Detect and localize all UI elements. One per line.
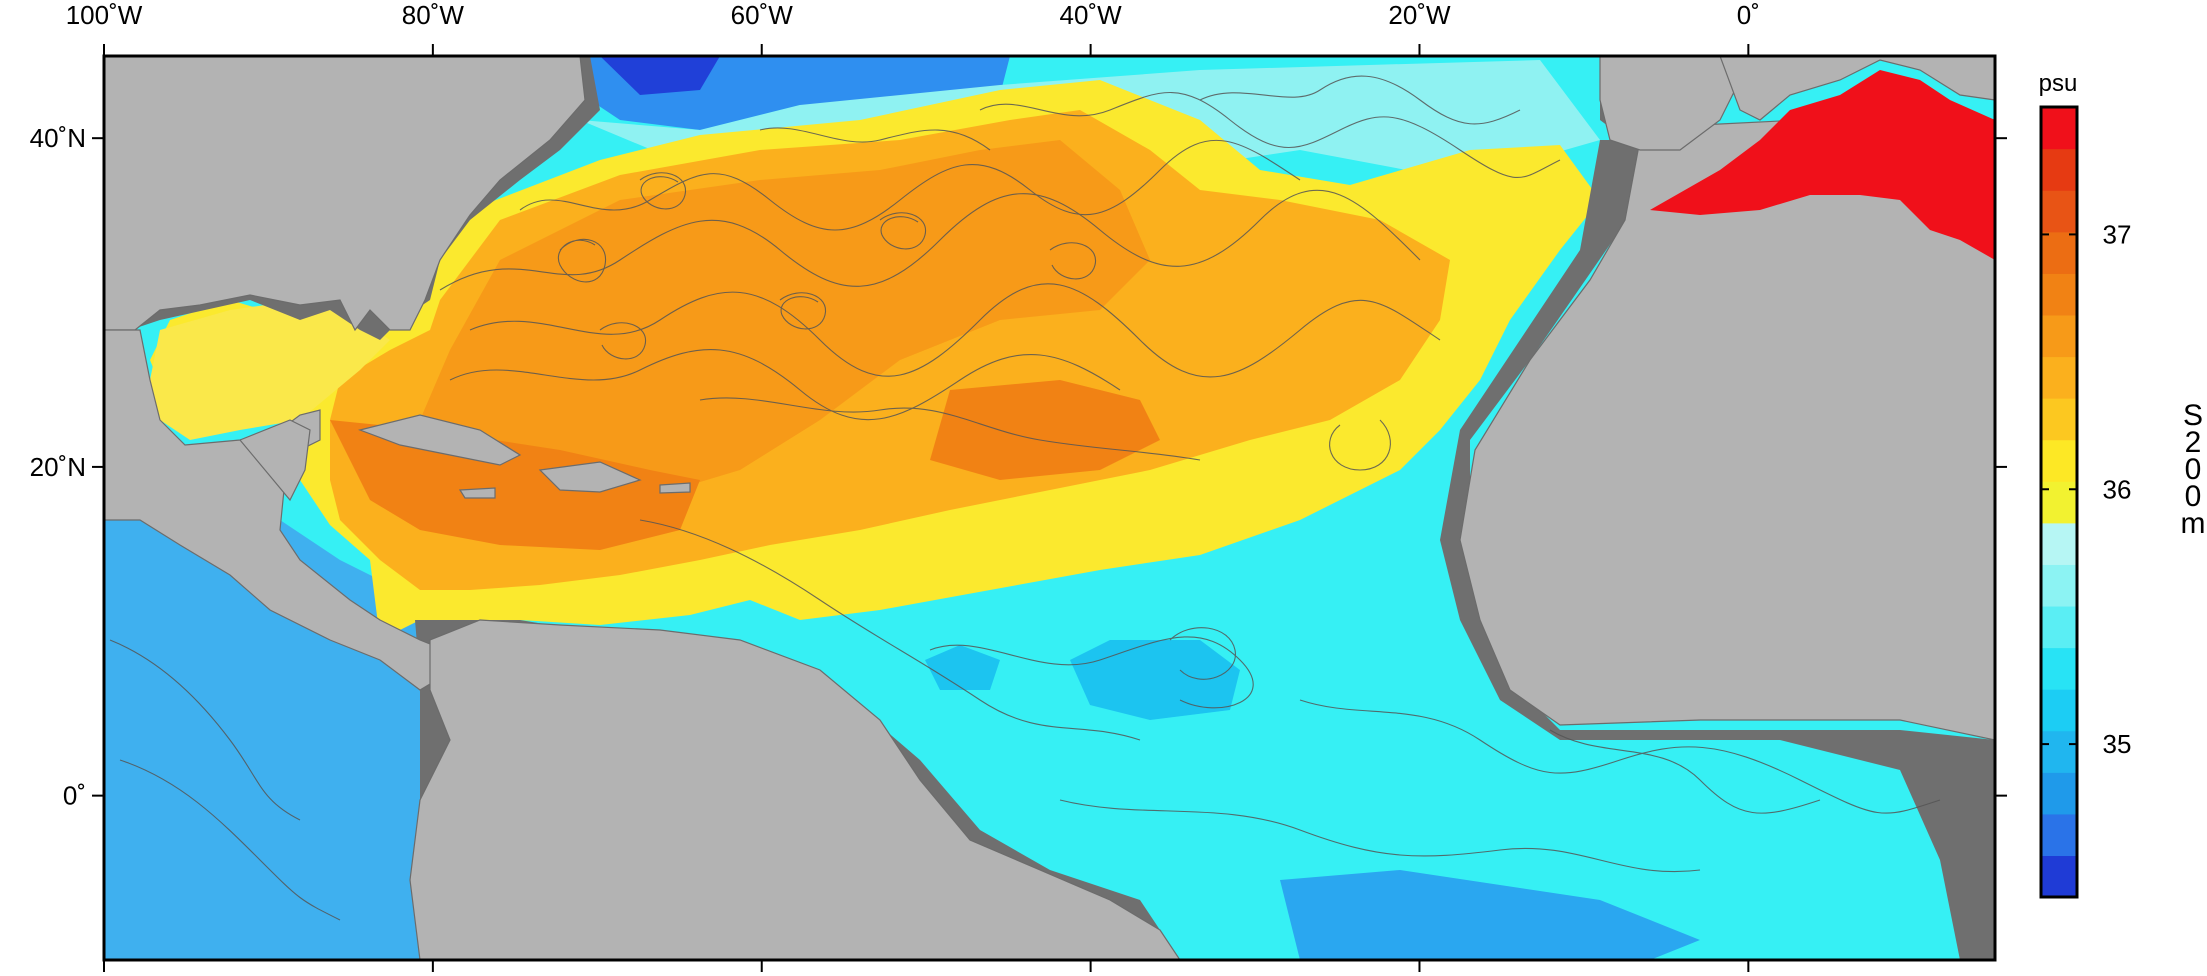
lat-tick-label-1: 20˚N xyxy=(30,452,86,482)
colorbar-swatch-15 xyxy=(2041,231,2077,274)
europe-land xyxy=(1719,56,1995,121)
caribbean-high-salinity xyxy=(330,420,700,550)
colorbar-swatch-2 xyxy=(2041,772,2077,815)
colorbar-swatch-4 xyxy=(2041,689,2077,732)
lon-tick-label-5: 0˚ xyxy=(1737,0,1760,30)
colorbar-title-char-2: 0 xyxy=(2185,453,2202,486)
colorbar-swatch-9 xyxy=(2041,481,2077,524)
north-america-land xyxy=(104,56,586,332)
colorbar-swatch-13 xyxy=(2041,314,2077,358)
colorbar-swatch-10 xyxy=(2041,439,2077,482)
lon-tick-label-3: 40˚W xyxy=(1060,0,1123,30)
hispaniola-land xyxy=(538,461,642,493)
colorbar-ticks: 37 36 35 xyxy=(2041,219,2131,759)
map-frame xyxy=(102,54,1997,962)
yucatan-land xyxy=(239,419,311,502)
colorbar-frame xyxy=(2039,105,2079,899)
colorbar-swatch-11 xyxy=(2041,398,2077,441)
lon-tick-label-0: 100˚W xyxy=(66,0,143,30)
drifter-trajectories xyxy=(109,75,1941,921)
colorbar-swatch-16 xyxy=(2041,190,2077,233)
puerto-rico-land xyxy=(659,482,691,494)
colorbar-swatch-17 xyxy=(2041,148,2077,191)
colorbar-title-char-1: 2 xyxy=(2185,426,2202,459)
mediterranean-high-salinity xyxy=(1650,70,1995,260)
lat-tick-label-0: 40˚N xyxy=(30,123,86,153)
colorbar-swatch-6 xyxy=(2041,605,2077,649)
colorbar-swatch-0 xyxy=(2041,855,2077,898)
south-low-salinity xyxy=(1280,870,1700,960)
colorbar-swatch-3 xyxy=(2041,730,2077,773)
colorbar-swatch-18 xyxy=(2041,107,2077,150)
subtropical-gyre-deep-orange xyxy=(420,140,1150,520)
equatorial-low-salinity-2 xyxy=(925,645,1000,690)
lon-tick-label-2: 60˚W xyxy=(731,0,794,30)
north-shelf-low-salinity-core xyxy=(600,56,720,95)
equatorial-low-salinity-1 xyxy=(1070,640,1240,720)
land-masses xyxy=(104,56,1995,960)
map-panel xyxy=(104,56,1995,960)
colorbar-tick-label-0: 37 xyxy=(2103,219,2132,249)
colorbar-swatch-14 xyxy=(2041,273,2077,316)
lon-tick-label-4: 20˚W xyxy=(1388,0,1451,30)
colorbar xyxy=(2041,107,2077,898)
colorbar-title-char-4: m xyxy=(2181,507,2206,540)
colorbar-swatch-7 xyxy=(2041,564,2077,607)
colorbar-unit-label: psu xyxy=(2039,70,2078,97)
colorbar-swatch-1 xyxy=(2041,813,2077,857)
latitude-axis: 40˚N 20˚N 0˚ xyxy=(30,123,2007,811)
gulf-of-mexico-water xyxy=(150,300,390,440)
colorbar-swatch-5 xyxy=(2041,647,2077,690)
colorbar-title-char-3: 0 xyxy=(2185,480,2202,513)
lon-tick-label-1: 80˚W xyxy=(402,0,465,30)
colorbar-swatch-12 xyxy=(2041,356,2077,399)
colorbar-swatch-8 xyxy=(2041,522,2077,565)
lat-tick-label-2: 0˚ xyxy=(63,781,86,811)
south-america-land xyxy=(409,619,1181,960)
jamaica-land xyxy=(458,487,496,499)
cuba-land xyxy=(357,414,522,466)
colorbar-tick-label-1: 36 xyxy=(2103,474,2132,504)
colorbar-title-char-0: S xyxy=(2183,399,2203,432)
central-high-salinity xyxy=(930,380,1160,480)
longitude-axis: 100˚W 80˚W 60˚W 40˚W 20˚W 0˚ xyxy=(66,0,1760,972)
colorbar-tick-label-2: 35 xyxy=(2103,729,2132,759)
